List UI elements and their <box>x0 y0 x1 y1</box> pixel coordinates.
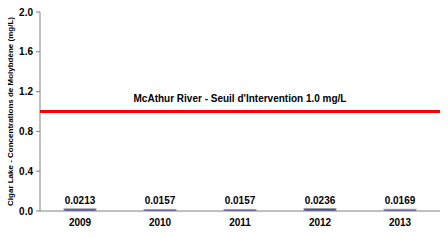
bar <box>304 209 336 211</box>
y-tick-label: 1.6 <box>19 46 33 57</box>
y-tick <box>36 12 40 13</box>
data-label: 0.0169 <box>385 195 416 206</box>
data-label: 0.0236 <box>305 195 336 206</box>
y-tick <box>36 171 40 172</box>
chart-svg: 0.0 0.4 0.8 1.2 1.6 2.0 Cigar Lake - Concentra… <box>0 0 448 237</box>
data-label: 0.0213 <box>65 195 96 206</box>
bar <box>224 209 256 211</box>
x-tick-label: 2013 <box>389 217 412 228</box>
threshold-group <box>40 111 440 112</box>
y-tick <box>36 91 40 92</box>
y-axis-title: Cigar Lake - Concentrations de Molybdène… <box>6 17 15 206</box>
y-tick-label: 0.4 <box>19 166 33 177</box>
y-tick-label: 2.0 <box>19 7 33 18</box>
x-tick-label: 2012 <box>309 217 332 228</box>
threshold-line <box>40 110 440 113</box>
bar <box>64 209 96 211</box>
y-tick-label: 0.0 <box>19 206 33 217</box>
threshold-label: McAthur River - Seuil d'Intervention 1.0… <box>134 93 347 104</box>
data-label: 0.0157 <box>145 195 176 206</box>
bar <box>384 209 416 211</box>
bars <box>64 209 416 211</box>
y-tick <box>36 211 40 212</box>
x-tick-label: 2010 <box>149 217 172 228</box>
bar <box>144 209 176 211</box>
x-tick-label: 2011 <box>229 217 251 228</box>
chart-container: 0.0 0.4 0.8 1.2 1.6 2.0 Cigar Lake - Concentra… <box>0 0 448 237</box>
y-tick-label: 0.8 <box>19 126 33 137</box>
y-tick-label: 1.2 <box>19 86 33 97</box>
y-tick <box>36 131 40 132</box>
y-tick <box>36 51 40 52</box>
x-tick-label: 2009 <box>69 217 92 228</box>
data-label: 0.0157 <box>225 195 256 206</box>
